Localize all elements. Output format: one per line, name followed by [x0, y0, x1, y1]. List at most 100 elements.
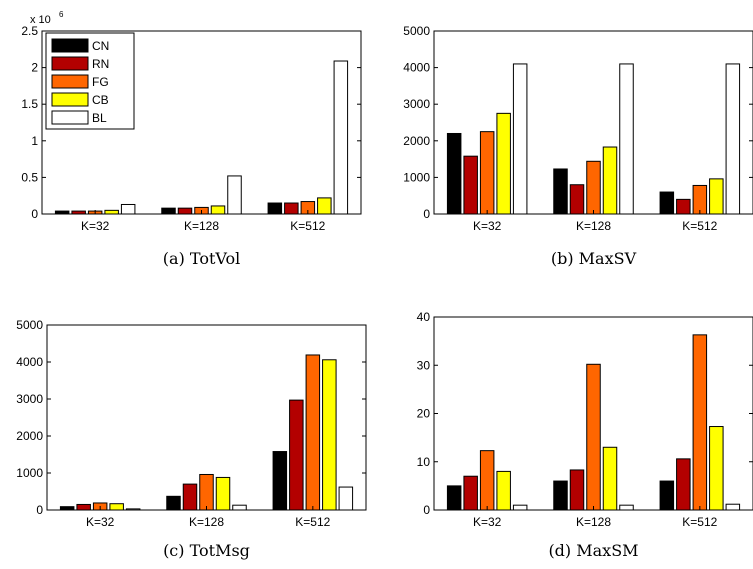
bar-fg-k512	[692, 184, 708, 215]
bar-bl-k128	[619, 504, 634, 511]
bar-fg-k512	[305, 354, 321, 511]
bar-cb-k32	[109, 503, 124, 511]
bar-cn-k512	[272, 451, 288, 511]
y-tick-label: 5000	[16, 318, 43, 332]
legend-swatch-cb	[51, 92, 89, 107]
x-tick-label: K=128	[576, 219, 611, 233]
y-tick-label: 0	[423, 503, 430, 517]
bar-bl-k32	[512, 63, 528, 215]
bar-bl-k128	[232, 504, 247, 511]
y-tick-label: 20	[417, 407, 431, 421]
bar-cn-k32	[446, 132, 462, 215]
y-tick-label: 1	[31, 134, 38, 148]
bar-bl-k512	[725, 63, 741, 215]
bar-rn-k512	[289, 399, 304, 511]
y-tick-label: 2000	[16, 429, 43, 443]
bar-rn-k128	[177, 207, 193, 215]
bar-cb-k128	[210, 205, 226, 215]
y-multiplier-exponent: 6	[59, 10, 64, 19]
y-tick-label: 10	[417, 455, 431, 469]
bar-cn-k128	[161, 207, 176, 215]
bar-bl-k32	[512, 504, 528, 511]
bar-bl-k512	[725, 503, 741, 511]
bar-cn-k32	[446, 485, 462, 511]
bar-cb-k512	[709, 426, 724, 511]
bar-fg-k128	[586, 160, 601, 215]
panel-caption: (a) TotVol	[163, 249, 240, 268]
y-tick-label: 5000	[403, 24, 430, 38]
x-tick-label: K=128	[189, 515, 224, 529]
x-tick-label: K=32	[86, 515, 115, 529]
bar-cn-k512	[659, 480, 675, 511]
y-tick-label: 0.5	[21, 170, 38, 184]
legend-label-rn: RN	[92, 57, 109, 71]
y-tick-label: 4000	[16, 355, 43, 369]
bar-rn-k128	[569, 469, 585, 511]
bar-fg-k128	[586, 363, 601, 511]
y-tick-label: 30	[417, 358, 431, 372]
bar-cb-k32	[496, 112, 511, 215]
bar-cn-k32	[59, 506, 75, 511]
bar-cn-k128	[553, 168, 568, 215]
bar-cn-k32	[54, 210, 70, 215]
bar-bl-k128	[227, 175, 242, 215]
legend-label-cb: CB	[92, 93, 109, 107]
bar-fg-k32	[479, 450, 495, 511]
bar-fg-k512	[692, 334, 708, 511]
legend-label-cn: CN	[92, 39, 109, 53]
bar-rn-k128	[569, 184, 585, 215]
x-tick-label: K=128	[184, 219, 219, 233]
y-tick-label: 3000	[403, 97, 430, 111]
x-tick-label: K=512	[290, 219, 325, 233]
x-tick-label: K=128	[576, 515, 611, 529]
y-tick-label: 2	[31, 61, 38, 75]
legend-label-bl: BL	[92, 111, 107, 125]
chart-panel-1: 0 0.5 1 1.5 2 2.5 K=32 K=128 K=512 (a) TotVol x 10…	[21, 10, 362, 268]
y-multiplier: x 10	[30, 14, 51, 26]
bar-cb-k128	[602, 146, 618, 215]
bar-rn-k32	[76, 503, 91, 511]
x-tick-label: K=32	[473, 515, 502, 529]
y-tick-label: 40	[417, 310, 431, 324]
bar-bl-k128	[619, 63, 634, 215]
bar-cn-k128	[553, 480, 568, 511]
legend-swatch-cn	[51, 38, 89, 53]
legend-label-fg: FG	[92, 75, 109, 89]
bar-cn-k512	[267, 202, 283, 215]
bar-fg-k128	[199, 473, 214, 511]
y-tick-label: 1.5	[21, 97, 38, 111]
bar-rn-k512	[676, 458, 691, 511]
panel-caption: (b) MaxSV	[551, 249, 637, 268]
chart-panel-2: 0 1000 2000 3000 4000 5000 K=32 K=128 K=512 (b) M…	[403, 24, 753, 268]
bar-cb-k32	[104, 209, 119, 215]
bar-cn-k128	[166, 495, 181, 511]
x-tick-label: K=32	[473, 219, 502, 233]
bar-rn-k512	[284, 202, 299, 215]
x-tick-label: K=512	[682, 515, 717, 529]
panel-caption: (d) MaxSM	[548, 541, 638, 560]
y-tick-label: 0	[31, 207, 38, 221]
bar-cn-k512	[659, 191, 675, 215]
bar-cb-k512	[317, 197, 332, 215]
y-tick-label: 0	[423, 207, 430, 221]
bar-cb-k32	[496, 470, 511, 511]
y-tick-label: 1000	[16, 466, 43, 480]
bar-rn-k32	[463, 155, 478, 215]
x-tick-label: K=32	[81, 219, 110, 233]
legend-swatch-rn	[51, 56, 89, 71]
x-tick-label: K=512	[682, 219, 717, 233]
bar-cb-k512	[709, 178, 724, 215]
y-tick-label: 2.5	[21, 24, 38, 38]
bar-rn-k512	[676, 198, 691, 215]
x-tick-label: K=512	[295, 515, 330, 529]
legend-swatch-fg	[51, 74, 89, 89]
chart-panel-3: 0 1000 2000 3000 4000 5000 K=32 K=128 K=512 (c) T…	[16, 318, 367, 560]
y-tick-label: 3000	[16, 392, 43, 406]
bar-bl-k512	[338, 486, 354, 511]
bar-rn-k32	[463, 475, 478, 511]
bar-bl-k32	[125, 508, 141, 511]
y-tick-label: 2000	[403, 134, 430, 148]
legend-swatch-bl	[51, 110, 89, 125]
bar-bl-k32	[120, 203, 136, 215]
